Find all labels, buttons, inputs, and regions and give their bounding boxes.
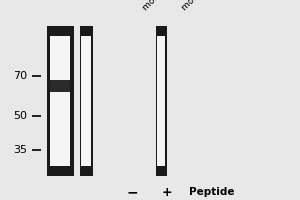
Bar [46,26,74,176]
Text: 70: 70 [13,71,27,81]
Text: Peptide: Peptide [189,187,235,197]
Bar [157,36,165,166]
Text: −: − [126,185,138,199]
Bar [80,26,93,176]
Text: 50: 50 [13,111,27,121]
Text: mouse heart: mouse heart [141,0,188,12]
Bar [81,36,92,166]
Text: mouse heart: mouse heart [180,0,227,12]
Bar [50,36,70,166]
Text: 35: 35 [13,145,27,155]
Bar [156,26,166,176]
Text: +: + [161,186,172,198]
Bar [50,80,70,92]
